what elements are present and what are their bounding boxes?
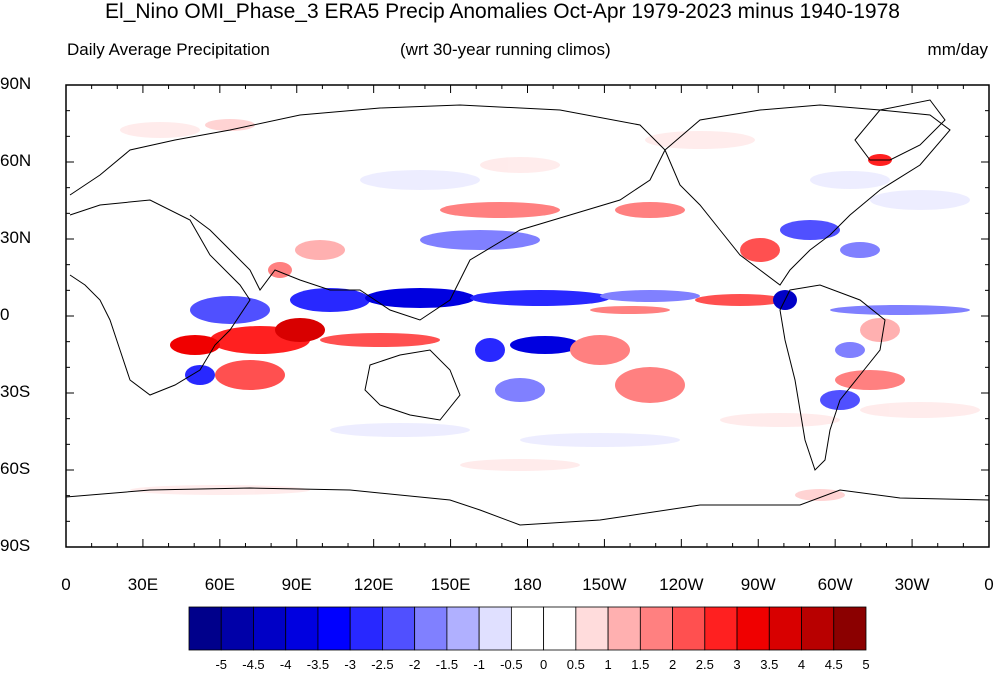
- lat-label: 60S: [0, 459, 31, 478]
- colorbar-label: -4.5: [242, 657, 265, 672]
- colorbar-swatch: [478, 606, 512, 651]
- lon-label: 60E: [204, 575, 235, 594]
- eurasia-outline: [69, 104, 666, 321]
- antarctica-outline: [66, 487, 989, 526]
- colorbar-swatch: [736, 606, 770, 651]
- anomaly-field: [120, 119, 980, 501]
- lon-label: 90E: [281, 575, 312, 594]
- map-title: El_Nino OMI_Phase_3 ERA5 Precip Anomalie…: [105, 0, 900, 23]
- south-america-outline: [779, 284, 886, 471]
- colorbar-swatch: [833, 606, 867, 651]
- tropical-anomalies: [170, 154, 970, 410]
- lon-label: 90W: [740, 575, 776, 594]
- colorbar-swatch: [446, 606, 480, 651]
- colorbar-swatch: [607, 606, 641, 651]
- colorbar-swatch: [639, 606, 673, 651]
- colorbar-swatch: [672, 606, 706, 651]
- lat-label: 30S: [0, 382, 31, 401]
- colorbar-swatch: [253, 606, 287, 651]
- colorbar-swatch: [575, 606, 609, 651]
- colorbar-label: -2.5: [371, 657, 394, 672]
- lon-label: 0: [61, 575, 71, 594]
- lat-label: 90N: [0, 74, 32, 93]
- lon-label: 120E: [353, 575, 394, 594]
- colorbar-label: 3.5: [760, 657, 779, 672]
- africa-outline: [69, 199, 251, 396]
- colorbar-swatch: [220, 606, 254, 651]
- colorbar-label: -3: [344, 657, 356, 672]
- colorbar-label: 5: [862, 657, 870, 672]
- colorbar-label: 2.5: [695, 657, 714, 672]
- colorbar-label: -1: [473, 657, 485, 672]
- lon-label: 30E: [127, 575, 159, 594]
- colorbar-label: -3.5: [306, 657, 330, 672]
- coastlines: [66, 99, 989, 526]
- colorbar-label: 1.5: [631, 657, 650, 672]
- lon-label: 180: [513, 575, 542, 594]
- colorbar-label: -0.5: [500, 657, 523, 672]
- colorbar-swatch: [510, 606, 545, 651]
- axis-ticks: [65, 84, 990, 548]
- lat-label: 30N: [0, 228, 32, 247]
- lat-label: 60N: [0, 151, 32, 170]
- colorbar-label: 4: [797, 657, 806, 672]
- lon-label: 0: [984, 575, 994, 594]
- colorbar-swatch: [188, 606, 222, 651]
- colorbar-swatch: [543, 606, 577, 651]
- colorbar-label: -1.5: [435, 657, 459, 672]
- lat-label: 90S: [0, 536, 31, 555]
- lon-label: 60W: [817, 575, 853, 594]
- subtitle-center: (wrt 30-year running climos): [400, 40, 611, 59]
- colorbar-swatch: [801, 606, 835, 651]
- subtitle-left: Daily Average Precipitation: [67, 40, 270, 59]
- lon-label: 150E: [430, 575, 471, 594]
- colorbar-swatch: [285, 606, 319, 651]
- colorbar-swatch: [349, 606, 383, 651]
- australia-outline: [364, 349, 461, 421]
- colorbar-label: 1: [604, 657, 612, 672]
- lat-label: 0: [0, 305, 10, 324]
- colorbar-label: 3: [733, 657, 741, 672]
- lon-label: 30W: [894, 575, 930, 594]
- colorbar-swatch: [382, 606, 416, 651]
- colorbar: [188, 606, 867, 651]
- lon-label: 150W: [582, 575, 627, 594]
- colorbar-label: 0: [539, 657, 548, 672]
- colorbar-label: -4: [279, 657, 292, 672]
- colorbar-label: 2: [668, 657, 677, 672]
- colorbar-label: -2: [408, 657, 421, 672]
- colorbar-swatch: [768, 606, 802, 651]
- units-label: mm/day: [927, 40, 988, 59]
- colorbar-swatch: [317, 606, 351, 651]
- colorbar-swatch: [704, 606, 738, 651]
- light-anomaly-patches: [120, 119, 980, 501]
- colorbar-label: -5: [215, 657, 228, 672]
- colorbar-label: 4.5: [824, 657, 843, 672]
- lon-label: 120W: [659, 575, 704, 594]
- colorbar-swatch: [414, 606, 448, 651]
- north-america-outline: [664, 104, 951, 286]
- greenland-outline: [854, 99, 946, 161]
- colorbar-label: 0.5: [566, 657, 585, 672]
